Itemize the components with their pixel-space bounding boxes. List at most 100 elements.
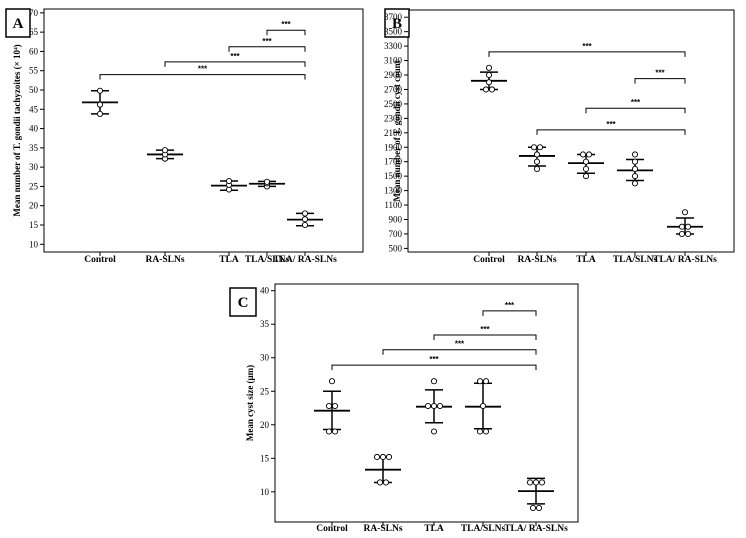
panel-letter-box [384, 8, 410, 38]
x-category-label: TLA/SLNs [461, 524, 506, 534]
data-point [530, 144, 538, 151]
data-point [681, 209, 689, 216]
data-point [476, 378, 484, 385]
x-category-label: TLA/SLNs [613, 255, 658, 265]
y-tick-label: 3500 [384, 27, 403, 37]
data-point [582, 173, 590, 180]
data-point [485, 79, 493, 86]
x-category-label: Control [84, 255, 116, 265]
group-3 [416, 378, 452, 435]
data-point [301, 216, 309, 223]
significance-label: *** [631, 98, 641, 107]
y-tick-label: 2700 [384, 84, 403, 94]
y-tick-label: 45 [29, 104, 39, 114]
data-point [476, 428, 484, 435]
significance-bracket: *** [382, 340, 537, 355]
significance-label: *** [480, 325, 490, 334]
y-tick-label: 30 [260, 353, 270, 363]
bracket-line [634, 78, 686, 84]
group-5 [667, 209, 703, 237]
y-tick-label: 60 [29, 46, 39, 56]
panel-letter: C [238, 295, 249, 311]
bracket-line [488, 51, 686, 57]
data-point [582, 158, 590, 165]
y-tick-label: 40 [260, 286, 270, 296]
y-tick-label: 1500 [384, 171, 403, 181]
y-tick-label: 50 [29, 85, 39, 95]
bracket-line [382, 349, 537, 355]
data-point [373, 453, 381, 461]
y-tick-label: 25 [260, 386, 270, 396]
data-point [533, 165, 541, 172]
significance-label: *** [455, 340, 465, 349]
y-tick-label: 40 [29, 124, 39, 134]
data-point [533, 151, 541, 158]
data-point [585, 151, 593, 158]
significance-bracket: *** [228, 37, 306, 52]
significance-bracket: *** [433, 325, 537, 340]
bracket-line [536, 129, 686, 135]
y-tick-label: 2300 [384, 113, 403, 123]
significance-bracket: *** [482, 301, 537, 316]
data-point [488, 86, 496, 93]
group-1 [314, 378, 350, 435]
data-point [479, 402, 487, 410]
data-point [301, 210, 309, 217]
data-point [538, 479, 546, 486]
data-point [331, 428, 339, 435]
data-point [379, 453, 387, 461]
y-tick-label: 3300 [384, 41, 403, 51]
data-point [684, 230, 692, 237]
group-4 [465, 378, 501, 435]
bracket-line [331, 364, 537, 371]
data-point [582, 165, 590, 172]
y-tick-label: 2500 [384, 99, 403, 109]
significance-label: *** [230, 52, 240, 61]
group-2 [365, 453, 401, 486]
panel-letter-box [5, 8, 31, 38]
x-category-label: TLA [424, 524, 444, 534]
data-point [579, 151, 587, 158]
significance-label: *** [281, 20, 291, 29]
significance-label: *** [198, 65, 208, 74]
data-point [430, 402, 438, 410]
data-point [424, 402, 432, 410]
data-point [482, 378, 490, 385]
data-point [301, 221, 309, 229]
significance-label: *** [505, 301, 515, 310]
chart-panel-c: C 10 15 20 25 30 35 40 Mean cyst size (μm) Contro… [229, 283, 579, 534]
data-point [385, 453, 393, 461]
group-1 [471, 64, 507, 93]
y-tick-label: 1700 [384, 157, 403, 167]
y-tick-label: 35 [29, 143, 39, 153]
data-point [96, 101, 104, 108]
data-point [485, 64, 493, 71]
data-point [532, 479, 540, 486]
y-tick-label: 1100 [384, 200, 402, 210]
y-tick-label: 70 [29, 8, 39, 18]
bracket-line [433, 334, 537, 340]
x-category-label: TLA/ RA-SLNs [653, 255, 717, 265]
panel-letter: B [392, 16, 402, 32]
y-tick-label: 25 [29, 181, 39, 191]
panel-letter: A [13, 16, 24, 32]
y-tick-label: 30 [29, 162, 39, 172]
y-tick-label: 10 [260, 487, 270, 497]
data-point [526, 479, 534, 486]
data-point [631, 158, 639, 165]
data-point [325, 402, 333, 410]
significance-bracket: *** [164, 52, 306, 67]
significance-label: *** [429, 355, 439, 364]
data-point [161, 147, 169, 154]
x-category-label: Control [316, 524, 348, 534]
panel-letter-box [229, 287, 257, 317]
y-tick-label: 2100 [384, 128, 403, 138]
data-point [482, 86, 490, 93]
group-3 [568, 151, 604, 180]
significance-bracket: *** [266, 20, 306, 36]
y-tick-label: 1900 [384, 142, 403, 152]
y-tick-label: 3100 [384, 56, 403, 66]
significance-label: *** [262, 37, 272, 46]
data-point [430, 428, 438, 435]
group-4 [249, 178, 285, 190]
